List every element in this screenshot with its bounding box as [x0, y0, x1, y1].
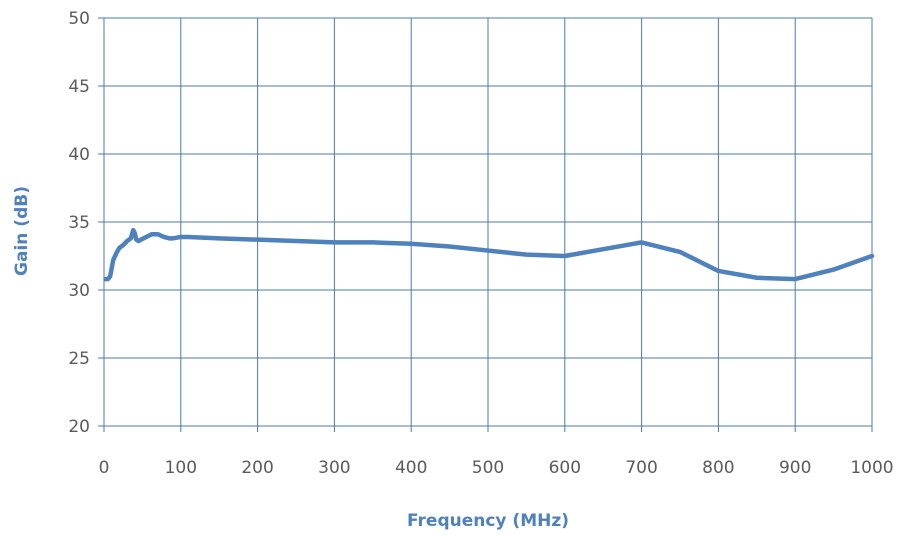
x-tick-label: 900 — [779, 458, 811, 478]
y-tick-label: 25 — [68, 349, 90, 369]
x-tick-label: 700 — [625, 458, 657, 478]
x-tick-label: 0 — [99, 458, 110, 478]
series-line — [103, 227, 875, 282]
series-layer — [103, 227, 875, 282]
y-axis-title: Gain (dB) — [12, 186, 32, 276]
y-tick-label: 50 — [68, 9, 90, 29]
x-tick-label: 1000 — [850, 458, 893, 478]
x-axis-title: Frequency (MHz) — [407, 511, 569, 531]
y-tick-label: 45 — [68, 77, 90, 97]
y-tick-label: 35 — [68, 213, 90, 233]
x-tick-label: 300 — [318, 458, 350, 478]
y-tick-label: 20 — [68, 417, 90, 437]
tick-labels: 0 100 200 300 400 500 600 700 800 900 1000 20 25 30 35… — [68, 9, 893, 478]
x-tick-label: 500 — [472, 458, 504, 478]
x-tick-label: 200 — [241, 458, 273, 478]
gridlines — [98, 17, 873, 432]
y-tick-label: 40 — [68, 145, 90, 165]
x-tick-label: 100 — [165, 458, 197, 478]
x-tick-label: 400 — [395, 458, 427, 478]
y-tick-label: 30 — [68, 281, 90, 301]
x-tick-label: 800 — [702, 458, 734, 478]
x-tick-label: 600 — [549, 458, 581, 478]
